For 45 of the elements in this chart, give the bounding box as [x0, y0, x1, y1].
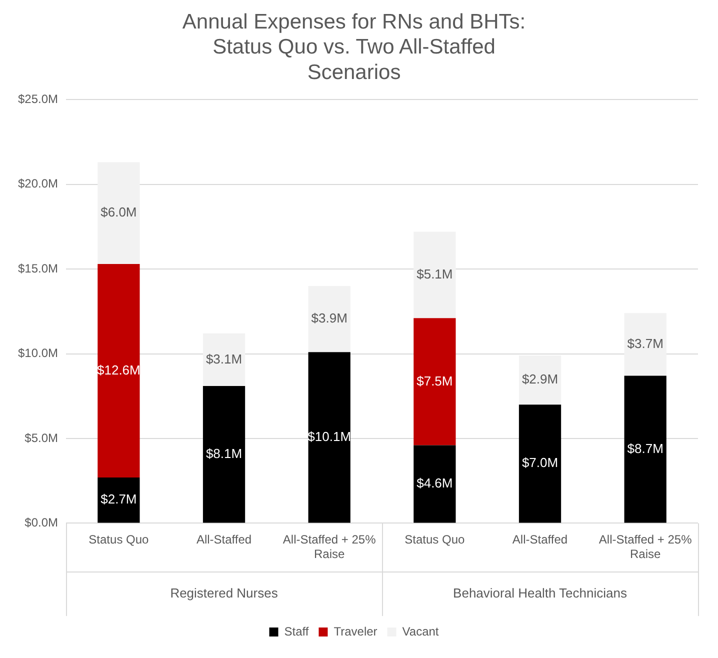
- legend-label: Vacant: [402, 624, 440, 638]
- data-label: $5.1M: [416, 266, 453, 282]
- y-tick-label: $5.0M: [24, 430, 58, 445]
- legend-label: Traveler: [334, 624, 378, 638]
- bar: [308, 286, 350, 352]
- x-tick-label: All-Staffed: [196, 532, 252, 547]
- x-tick-label: All-Staffed: [512, 532, 568, 547]
- y-tick-label: $20.0M: [18, 176, 58, 191]
- x-tick-label: All-Staffed + 25% Raise: [598, 532, 692, 562]
- data-label: $4.6M: [416, 476, 453, 491]
- data-label: $7.5M: [416, 373, 453, 388]
- y-tick-label: $10.0M: [18, 346, 58, 360]
- bar: [98, 162, 140, 264]
- bar: [518, 404, 562, 523]
- bar: [98, 477, 140, 523]
- text: Behavioral Health Technicians: [453, 586, 628, 601]
- bar: [308, 352, 350, 523]
- data-label: $3.7M: [627, 336, 664, 352]
- bar: [98, 264, 140, 478]
- x-tick-label: Status Quo: [404, 532, 466, 547]
- data-label: $8.7M: [627, 440, 664, 456]
- x-tick-label: All-Staffed + 25% Raise: [282, 532, 376, 562]
- data-label: $2.9M: [522, 372, 558, 387]
- y-tick-label: $0.0M: [24, 516, 58, 530]
- y-tick-label: $25.0M: [18, 92, 58, 106]
- bar: [202, 386, 246, 523]
- bar: [624, 313, 666, 376]
- bar: [518, 355, 562, 405]
- bar: [414, 318, 456, 446]
- bar: [414, 232, 456, 318]
- x-tick-label: Status Quo: [88, 532, 150, 547]
- data-label: $6.0M: [100, 204, 137, 220]
- chart-title: Annual Expenses for RNs and BHTs: Status Quo vs. Two All-Staffed Scenarios: [182, 10, 526, 84]
- data-label: $3.9M: [311, 310, 348, 326]
- bar: [624, 376, 666, 523]
- bar: [202, 333, 246, 386]
- y-tick-label: $15.0M: [18, 261, 58, 276]
- data-label: $8.1M: [206, 446, 242, 461]
- data-label: $2.7M: [100, 492, 137, 507]
- bar: [414, 445, 456, 523]
- data-label: $3.1M: [206, 351, 242, 366]
- text: Registered Nurses: [170, 586, 278, 601]
- data-label: $12.6M: [97, 362, 140, 378]
- legend-label: Staff: [284, 624, 310, 638]
- data-label: $7.0M: [522, 455, 558, 470]
